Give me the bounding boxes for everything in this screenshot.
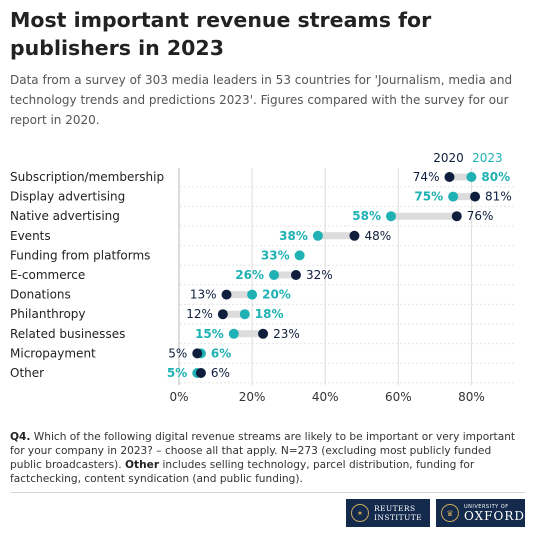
value-label-2023: 15%: [195, 327, 224, 341]
value-label-2020: 74%: [413, 170, 440, 184]
category-label: Related businesses: [10, 327, 125, 341]
oxford-logo-line2: OXFORD: [464, 508, 525, 523]
legend-2020: 2020: [433, 151, 464, 165]
value-label-2020: 12%: [186, 307, 213, 321]
dot-2023: [247, 289, 258, 300]
chart-title: Most important revenue streams for publi…: [10, 8, 432, 60]
category-label: Other: [10, 366, 44, 380]
oxford-crest-icon: ♛: [441, 504, 459, 522]
dot-2020: [349, 230, 360, 241]
dot-2020: [258, 328, 269, 339]
legend-2023: 2023: [472, 151, 503, 165]
value-label-2020: 5%: [168, 346, 187, 360]
category-label: Micropayment: [10, 346, 96, 360]
value-label-2023: 38%: [279, 229, 308, 243]
value-label-2023: 33%: [261, 248, 290, 262]
value-label-2020: 13%: [190, 288, 217, 302]
x-tick-label: 40%: [312, 390, 339, 404]
reuters-emblem-icon: ✶: [351, 504, 369, 522]
footnote-question-label: Q4.: [10, 431, 31, 443]
footnote-other-label: Other: [125, 459, 160, 471]
category-label: Funding from platforms: [10, 248, 150, 262]
value-label-2023: 18%: [255, 307, 284, 321]
category-label: Events: [10, 229, 51, 243]
value-label-2023: 6%: [211, 346, 231, 360]
dot-2020: [470, 191, 481, 202]
category-label: Donations: [10, 288, 71, 302]
dumbbell-chart: 0% 20% 40% 60% 80% 2020 2023 Subscription/membe…: [10, 151, 515, 404]
value-label-2020: 32%: [306, 268, 333, 282]
value-label-2020: 6%: [211, 366, 230, 380]
dot-2020: [290, 270, 301, 280]
value-label-2023: 75%: [414, 190, 443, 204]
value-label-2020: 48%: [364, 229, 391, 243]
dot-2020: [451, 211, 462, 222]
chart-subtitle: Data from a survey of 303 media leaders …: [10, 73, 513, 127]
value-label-2023: 58%: [352, 209, 381, 223]
oxford-logo-line1: UNIVERSITY OF: [464, 503, 509, 510]
footnote: Q4. Which of the following digital reven…: [10, 430, 525, 486]
value-label-2023: 5%: [167, 366, 187, 380]
footnote-question-text: Which of the following digital revenue s…: [10, 431, 516, 471]
x-tick-label: 80%: [458, 390, 485, 404]
value-label-2020: 76%: [467, 209, 494, 223]
reuters-institute-logo[interactable]: ✶ REUTERS INSTITUTE: [346, 499, 430, 527]
reuters-logo-line1: REUTERS: [374, 504, 416, 513]
dot-2023: [448, 191, 459, 202]
dot-2020: [192, 348, 203, 359]
dot-2023: [466, 172, 477, 182]
value-label-2023: 26%: [235, 268, 264, 282]
dot-2023: [269, 270, 280, 280]
reuters-logo-line2: INSTITUTE: [374, 513, 423, 522]
dot-2023: [294, 250, 305, 261]
value-label-2023: 20%: [262, 288, 291, 302]
category-label: Philanthropy: [10, 307, 86, 321]
category-label: Subscription/membership: [10, 170, 164, 184]
category-label: Native advertising: [10, 209, 120, 223]
dot-2020: [217, 309, 228, 320]
dot-2020: [444, 172, 455, 182]
dot-2020: [221, 289, 232, 300]
dot-2020: [195, 368, 206, 378]
value-label-2023: 80%: [481, 170, 510, 184]
footnote-other-text: includes selling technology, parcel dist…: [10, 459, 475, 485]
x-tick-label: 60%: [385, 390, 412, 404]
reuters-logo-text: REUTERS INSTITUTE: [374, 504, 422, 522]
oxford-university-logo[interactable]: ♛ UNIVERSITY OF OXFORD: [436, 499, 525, 527]
value-label-2020: 81%: [485, 190, 512, 204]
dot-2023: [312, 230, 323, 241]
category-label: E-commerce: [10, 268, 85, 282]
x-tick-label: 0%: [169, 390, 188, 404]
category-label: Display advertising: [10, 190, 125, 204]
value-label-2020: 23%: [273, 327, 300, 341]
dot-2023: [385, 211, 396, 222]
x-tick-label: 20%: [239, 390, 266, 404]
footer-divider: [10, 492, 525, 493]
oxford-logo-text: UNIVERSITY OF OXFORD: [464, 504, 525, 523]
dot-2023: [239, 309, 250, 320]
dot-2023: [228, 328, 239, 339]
